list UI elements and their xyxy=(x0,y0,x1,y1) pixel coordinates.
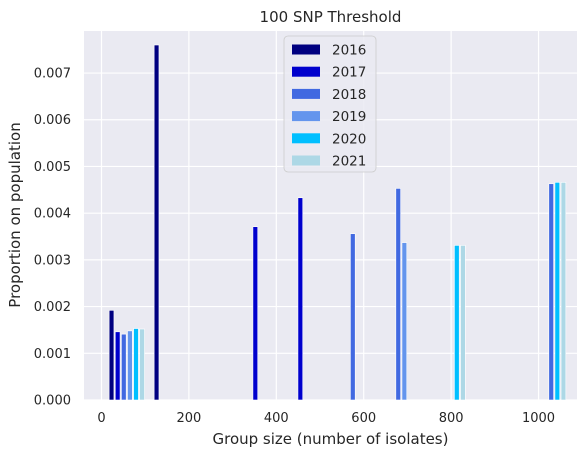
y-axis-label: Proportion on population xyxy=(6,122,24,307)
bar-2018 xyxy=(350,233,356,401)
bar-2021 xyxy=(139,328,145,401)
legend: 2016 2017 2018 2019 2020 2021 xyxy=(283,35,377,173)
legend-swatch-2018 xyxy=(292,88,320,99)
bar-2019 xyxy=(127,330,133,401)
bar-2020 xyxy=(454,245,460,401)
bar-2018 xyxy=(121,333,127,401)
x-tick-label: 200 xyxy=(176,411,201,426)
legend-swatch-2017 xyxy=(292,66,320,77)
bar-2016 xyxy=(153,44,160,401)
bar-2020 xyxy=(554,182,561,401)
legend-swatch-2020 xyxy=(292,133,320,144)
bar-2017 xyxy=(252,226,259,401)
legend-label-2017: 2017 xyxy=(332,65,366,81)
legend-label-2018: 2018 xyxy=(332,87,366,103)
legend-label-2019: 2019 xyxy=(332,109,366,125)
bar-2020 xyxy=(133,328,139,401)
chart-title: 100 SNP Threshold xyxy=(260,8,402,26)
x-tick-label: 0 xyxy=(97,411,105,426)
bar-2021 xyxy=(460,245,466,401)
bar-2019 xyxy=(401,242,408,401)
x-tick-label: 600 xyxy=(351,411,376,426)
y-tick-label: 0.002 xyxy=(34,300,71,315)
legend-swatch-2019 xyxy=(292,111,320,122)
y-tick-label: 0.001 xyxy=(34,347,71,362)
bar-2016 xyxy=(108,310,115,401)
legend-label-2021: 2021 xyxy=(332,154,366,170)
y-tick-label: 0.007 xyxy=(34,67,71,82)
x-tick-label: 800 xyxy=(439,411,464,426)
bar-2017 xyxy=(297,197,304,401)
bar-2018 xyxy=(548,183,554,401)
x-tick-labels: 0 200 400 600 800 1000 xyxy=(97,411,555,426)
bar-2017 xyxy=(114,331,121,401)
y-tick-label: 0.006 xyxy=(34,113,71,128)
legend-swatch-2021 xyxy=(292,155,320,166)
x-axis-label: Group size (number of isolates) xyxy=(213,430,449,448)
y-tick-label: 0.005 xyxy=(34,160,71,175)
y-tick-label: 0.004 xyxy=(34,207,71,222)
legend-label-2016: 2016 xyxy=(332,43,366,59)
y-tick-labels: 0.000 0.001 0.002 0.003 0.004 0.005 0.006 0.007 xyxy=(34,67,71,409)
x-tick-label: 400 xyxy=(264,411,289,426)
y-tick-label: 0.000 xyxy=(34,394,71,409)
legend-label-2020: 2020 xyxy=(332,131,366,147)
bar-2021 xyxy=(560,182,567,401)
bars xyxy=(108,44,567,401)
y-tick-label: 0.003 xyxy=(34,253,71,268)
legend-swatch-2016 xyxy=(292,44,320,55)
bar-2018 xyxy=(395,188,401,401)
x-tick-label: 1000 xyxy=(522,411,555,426)
